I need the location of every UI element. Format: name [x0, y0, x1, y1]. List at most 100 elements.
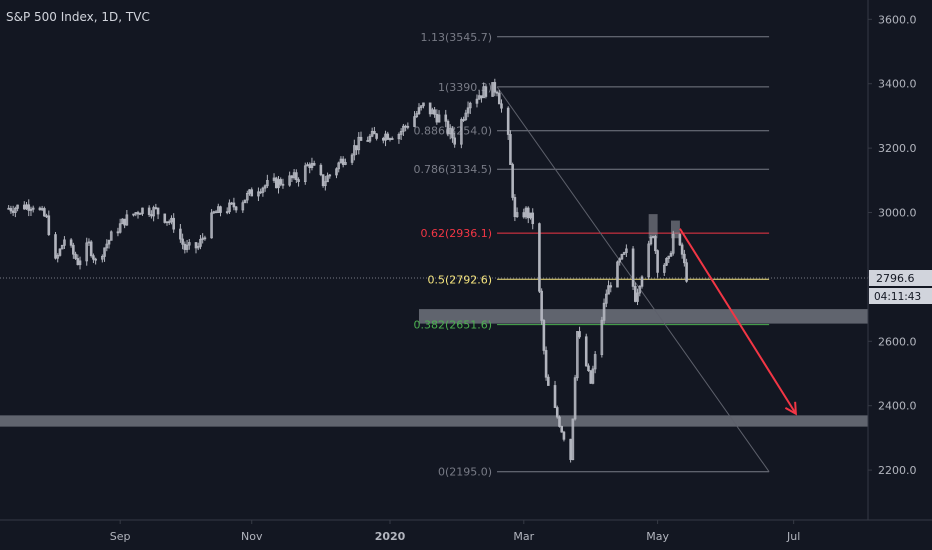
candle-body [40, 208, 44, 211]
candle-body [56, 254, 60, 259]
candle-body [225, 211, 229, 214]
candle [602, 298, 606, 325]
candle [513, 194, 517, 222]
candle-body [662, 264, 666, 273]
candle-body [605, 293, 608, 304]
candle [669, 250, 673, 257]
candle-body [165, 221, 169, 224]
candle [308, 162, 312, 174]
candle-body [538, 223, 541, 292]
candle-body [181, 238, 184, 245]
candle [558, 415, 561, 428]
fib-level-label: 0.5(2792.6) [427, 273, 492, 286]
candle-body [602, 302, 606, 321]
candle [277, 175, 280, 194]
candle [522, 208, 526, 219]
price-tick-label: 2200.0 [878, 464, 917, 477]
candle [219, 205, 222, 217]
candle-body [7, 207, 10, 210]
time-tick-label: Sep [110, 530, 131, 543]
candle-body [63, 239, 66, 246]
candle [201, 233, 204, 244]
candle-body [571, 418, 575, 460]
candle-body [491, 82, 494, 97]
candle [460, 117, 463, 149]
time-tick-label: Mar [513, 530, 534, 543]
candle [337, 161, 341, 173]
candle-body [107, 239, 111, 245]
time-tick-label: Jul [786, 530, 800, 543]
candle-body [480, 95, 483, 99]
candle-body [384, 133, 387, 141]
candle-body [558, 416, 561, 427]
candle-body [649, 236, 653, 245]
candle-body [460, 119, 463, 145]
candle-body [540, 290, 543, 321]
projection-arrow [679, 228, 797, 415]
candle-body [163, 213, 167, 223]
candle-body [484, 86, 488, 97]
countdown-label: 04:11:43 [874, 291, 921, 303]
candle-body [121, 218, 124, 225]
candle [589, 370, 592, 384]
candle-body [248, 189, 251, 194]
fib-level-label: 1.13(3545.7) [420, 31, 492, 44]
candle-body [555, 407, 559, 418]
candle-body [31, 207, 35, 210]
candle-body [134, 212, 138, 215]
candle [493, 78, 497, 97]
candle-body [335, 168, 338, 176]
candle-body [87, 241, 91, 244]
candle [482, 82, 485, 99]
candle-body [179, 228, 182, 240]
candle-body [419, 105, 423, 108]
candle [234, 205, 238, 213]
candle-body [150, 214, 153, 217]
candle [511, 162, 514, 201]
candle [290, 175, 294, 183]
candle-body [132, 213, 135, 216]
candle [366, 136, 369, 142]
candle [281, 178, 285, 189]
candle-body [194, 242, 198, 249]
candle [609, 282, 613, 293]
candle-body [357, 136, 361, 151]
candle-body [310, 162, 314, 169]
candle [147, 205, 151, 217]
candle [103, 247, 106, 262]
candle [163, 213, 167, 224]
candle [27, 199, 31, 217]
candle [435, 109, 439, 125]
candle-body [654, 236, 657, 252]
candle [263, 184, 267, 192]
candle [259, 188, 262, 195]
candle-body [640, 276, 644, 287]
candle [43, 206, 46, 217]
candle [353, 139, 356, 161]
candle [656, 249, 659, 278]
candle [402, 123, 405, 137]
candle-body [544, 350, 548, 378]
candle [631, 246, 635, 291]
candle [116, 227, 120, 237]
candle-body [281, 183, 285, 186]
candle-body [667, 255, 671, 259]
candle [531, 208, 535, 230]
candle-body [290, 175, 294, 179]
candle-body [303, 165, 307, 183]
candle [384, 130, 387, 147]
candle-body [620, 253, 624, 260]
candle [214, 209, 218, 214]
candle [118, 218, 122, 234]
candle-body [312, 162, 316, 166]
candle-body [618, 258, 621, 263]
candle-body [147, 207, 151, 215]
candle-body [493, 82, 497, 93]
candle-body [78, 260, 82, 266]
candle [448, 124, 452, 140]
candle-body [263, 185, 267, 189]
candle-body [616, 261, 619, 288]
candle-body [625, 248, 628, 253]
candle-body [105, 243, 109, 249]
